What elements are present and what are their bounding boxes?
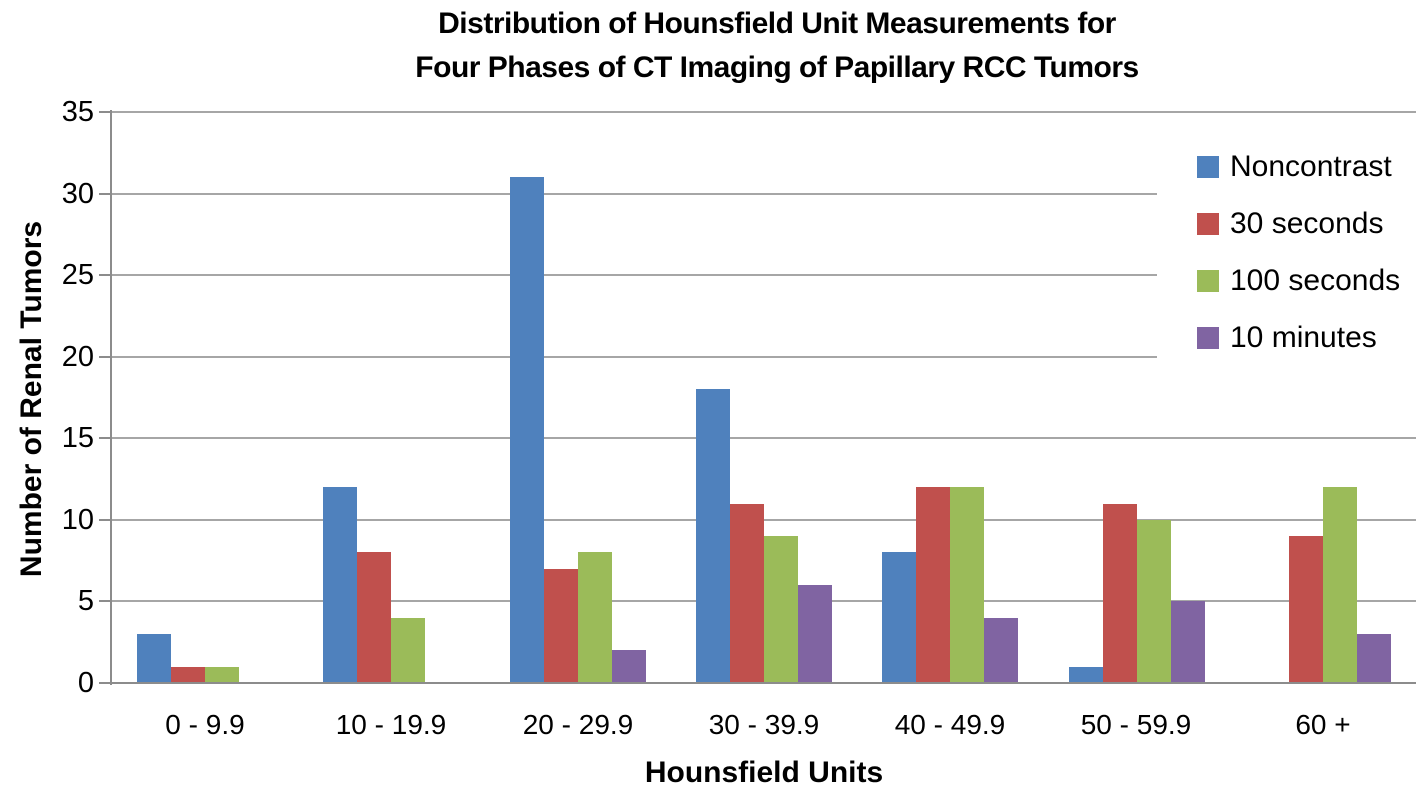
bar-10-minutes-30-39-9 bbox=[798, 585, 832, 683]
y-tick-25 bbox=[99, 274, 111, 276]
bar-30-seconds-40-49-9 bbox=[916, 487, 950, 683]
x-tick-label-40-49-9: 40 - 49.9 bbox=[894, 709, 1006, 740]
bar-30-seconds-50-59-9 bbox=[1103, 504, 1137, 683]
legend: Noncontrast 30 seconds 100 seconds 10 minut… bbox=[1157, 138, 1416, 368]
bar-100-seconds-0-9-9 bbox=[205, 667, 239, 683]
bar-30-seconds-0-9-9 bbox=[171, 667, 205, 683]
legend-label-noncontrast: Noncontrast bbox=[1230, 149, 1392, 183]
bar-noncontrast-20-29-9 bbox=[510, 177, 544, 683]
gridline-y-25 bbox=[112, 274, 1416, 276]
chart-title-line-1: Distribution of Hounsfield Unit Measurem… bbox=[438, 7, 1116, 40]
legend-label-10-minutes: 10 minutes bbox=[1230, 320, 1377, 354]
bar-noncontrast-0-9-9 bbox=[137, 634, 171, 683]
gridline-y-20 bbox=[112, 356, 1416, 358]
bar-noncontrast-10-19-9 bbox=[323, 487, 357, 683]
y-tick-label-0: 0 bbox=[77, 667, 94, 699]
y-tick-label-15: 15 bbox=[61, 422, 94, 454]
y-tick-label-10: 10 bbox=[61, 504, 94, 536]
legend-swatch-100-seconds bbox=[1197, 269, 1219, 292]
y-tick-label-35: 35 bbox=[61, 96, 94, 128]
legend-swatch-10-minutes bbox=[1197, 326, 1219, 349]
plot-area bbox=[112, 111, 1416, 683]
bar-100-seconds-50-59-9 bbox=[1137, 520, 1171, 683]
legend-label-100-seconds: 100 seconds bbox=[1230, 263, 1401, 297]
legend-item-30-seconds: 30 seconds bbox=[1157, 195, 1416, 252]
bar-100-seconds-60 bbox=[1323, 487, 1357, 683]
bar-100-seconds-10-19-9 bbox=[391, 618, 425, 683]
bar-30-seconds-30-39-9 bbox=[730, 504, 764, 683]
y-tick-label-25: 25 bbox=[61, 259, 94, 291]
y-tick-label-20: 20 bbox=[61, 341, 94, 373]
bar-noncontrast-40-49-9 bbox=[882, 552, 916, 683]
bar-noncontrast-50-59-9 bbox=[1069, 667, 1103, 683]
y-tick-label-30: 30 bbox=[61, 178, 94, 210]
legend-item-noncontrast: Noncontrast bbox=[1157, 138, 1416, 195]
x-tick-label-0-9-9: 0 - 9.9 bbox=[165, 709, 245, 740]
x-tick-label-50-59-9: 50 - 59.9 bbox=[1080, 709, 1192, 740]
bar-100-seconds-20-29-9 bbox=[578, 552, 612, 683]
gridline-y-35 bbox=[112, 111, 1416, 113]
legend-item-10-minutes: 10 minutes bbox=[1157, 309, 1416, 366]
gridline-y-30 bbox=[112, 193, 1416, 195]
x-tick-label-30-39-9: 30 - 39.9 bbox=[708, 709, 820, 740]
legend-swatch-noncontrast bbox=[1197, 155, 1219, 178]
bar-10-minutes-20-29-9 bbox=[612, 650, 646, 683]
bar-30-seconds-60 bbox=[1289, 536, 1323, 683]
gridline-y-15 bbox=[112, 437, 1416, 439]
y-tick-20 bbox=[99, 356, 111, 358]
x-tick-label-20-29-9: 20 - 29.9 bbox=[522, 709, 634, 740]
y-tick-0 bbox=[99, 682, 111, 684]
chart-title-line-2: Four Phases of CT Imaging of Papillary R… bbox=[415, 51, 1139, 84]
bar-10-minutes-60 bbox=[1357, 634, 1391, 683]
x-axis-line bbox=[110, 682, 1416, 684]
bar-10-minutes-50-59-9 bbox=[1171, 601, 1205, 683]
y-axis-line bbox=[110, 110, 112, 685]
bar-30-seconds-10-19-9 bbox=[357, 552, 391, 683]
y-tick-35 bbox=[99, 111, 111, 113]
legend-label-30-seconds: 30 seconds bbox=[1230, 206, 1384, 240]
bar-noncontrast-30-39-9 bbox=[696, 389, 730, 683]
y-tick-10 bbox=[99, 519, 111, 521]
legend-swatch-30-seconds bbox=[1197, 212, 1219, 235]
x-axis-title: Hounsfield Units bbox=[644, 756, 884, 789]
x-tick-label-10-19-9: 10 - 19.9 bbox=[335, 709, 447, 740]
gridline-y-10 bbox=[112, 519, 1416, 521]
x-tick-label-60: 60 + bbox=[1295, 709, 1351, 740]
bar-10-minutes-40-49-9 bbox=[984, 618, 1018, 683]
y-tick-label-5: 5 bbox=[77, 585, 94, 617]
y-tick-15 bbox=[99, 437, 111, 439]
bar-100-seconds-30-39-9 bbox=[764, 536, 798, 683]
y-tick-5 bbox=[99, 600, 111, 602]
y-tick-30 bbox=[99, 193, 111, 195]
bar-30-seconds-20-29-9 bbox=[544, 569, 578, 683]
legend-item-100-seconds: 100 seconds bbox=[1157, 252, 1416, 309]
chart-title: Distribution of Hounsfield Unit Measurem… bbox=[112, 2, 1416, 90]
bar-100-seconds-40-49-9 bbox=[950, 487, 984, 683]
